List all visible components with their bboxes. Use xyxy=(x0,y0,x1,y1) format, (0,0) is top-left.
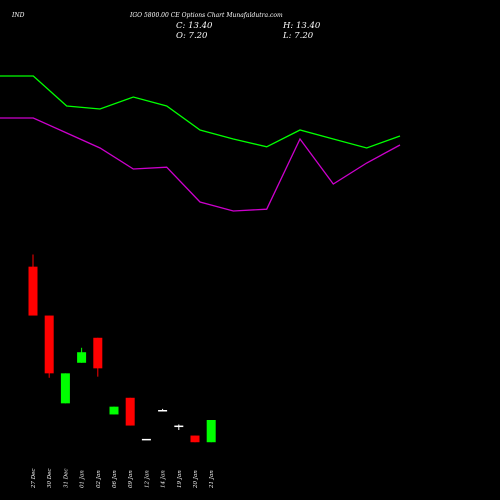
candle-body xyxy=(125,397,135,426)
high-value: H: 13.40 xyxy=(282,21,321,31)
candle-body xyxy=(141,438,151,441)
x-axis-labels: 27 Dec 30 Dec 31 Dec 01 Jan 02 Jan 06 Jan 09 J… xyxy=(31,469,215,490)
x-tick-label: 31 Dec xyxy=(63,469,69,489)
chart-title: IGO 5800.00 CE Options Chart Munafaldutr… xyxy=(129,12,283,19)
x-tick-label: 19 Jan xyxy=(177,470,183,488)
candle-body xyxy=(206,420,216,443)
x-tick-label: 09 Jan xyxy=(128,470,134,488)
candle-body xyxy=(28,266,38,316)
close-value: C: 13.40 xyxy=(176,21,213,31)
candle-body xyxy=(174,425,184,428)
x-tick-label: 30 Dec xyxy=(47,469,53,489)
candle-body xyxy=(60,373,70,404)
open-value: O: 7.20 xyxy=(176,31,208,41)
x-tick-label: 02 Jan xyxy=(96,470,102,488)
candle-body xyxy=(109,406,119,415)
x-tick-label: 12 Jan xyxy=(144,470,150,488)
indicator-lines xyxy=(0,75,401,212)
low-value: L: 7.20 xyxy=(282,31,314,41)
x-tick-label: 27 Dec xyxy=(31,469,37,490)
symbol-label: IND xyxy=(11,12,25,19)
candle-body xyxy=(44,315,54,374)
x-tick-label: 21 Jan xyxy=(209,470,215,489)
candle-body xyxy=(93,337,103,369)
x-tick-label: 14 Jan xyxy=(161,470,167,488)
magenta-indicator-line xyxy=(0,117,401,212)
candle-body xyxy=(158,410,168,412)
candlesticks xyxy=(28,254,216,443)
candle-body xyxy=(190,435,200,443)
x-tick-label: 01 Jan xyxy=(80,470,86,488)
green-indicator-line xyxy=(0,75,401,149)
candle-body xyxy=(77,352,87,363)
x-tick-label: 20 Jan xyxy=(193,470,199,489)
x-tick-label: 06 Jan xyxy=(112,470,118,488)
